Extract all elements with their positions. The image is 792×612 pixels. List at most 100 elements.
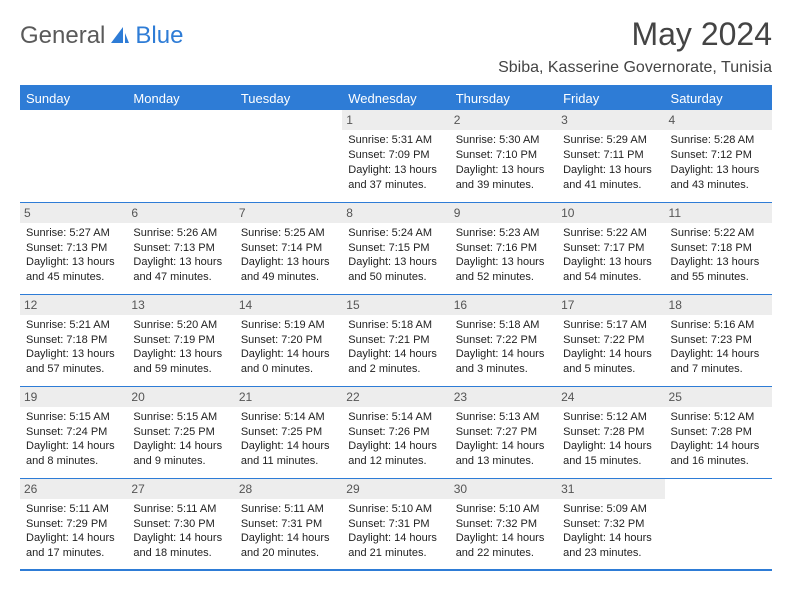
daylight-line: Daylight: 14 hours and 21 minutes. (348, 531, 443, 561)
day-cell: 18Sunrise: 5:16 AMSunset: 7:23 PMDayligh… (665, 294, 772, 386)
day-number: 31 (557, 479, 664, 499)
day-cell (235, 110, 342, 202)
day-cell: 3Sunrise: 5:29 AMSunset: 7:11 PMDaylight… (557, 110, 664, 202)
daylight-line: Daylight: 14 hours and 8 minutes. (26, 439, 121, 469)
day-number: 30 (450, 479, 557, 499)
sunrise-line: Sunrise: 5:10 AM (348, 502, 443, 517)
sunset-line: Sunset: 7:22 PM (563, 333, 658, 348)
day-cell: 12Sunrise: 5:21 AMSunset: 7:18 PMDayligh… (20, 294, 127, 386)
sunrise-line: Sunrise: 5:25 AM (241, 226, 336, 241)
day-number: 5 (20, 203, 127, 223)
day-number: 3 (557, 110, 664, 130)
day-header: Thursday (450, 86, 557, 110)
week-row: 1Sunrise: 5:31 AMSunset: 7:09 PMDaylight… (20, 110, 772, 202)
sunrise-line: Sunrise: 5:11 AM (26, 502, 121, 517)
sunset-line: Sunset: 7:10 PM (456, 148, 551, 163)
sunrise-line: Sunrise: 5:14 AM (241, 410, 336, 425)
day-cell: 25Sunrise: 5:12 AMSunset: 7:28 PMDayligh… (665, 386, 772, 478)
sunset-line: Sunset: 7:18 PM (26, 333, 121, 348)
day-number: 16 (450, 295, 557, 315)
logo-text-1: General (20, 22, 105, 50)
sunset-line: Sunset: 7:09 PM (348, 148, 443, 163)
day-cell: 23Sunrise: 5:13 AMSunset: 7:27 PMDayligh… (450, 386, 557, 478)
sunset-line: Sunset: 7:32 PM (563, 517, 658, 532)
day-number: 29 (342, 479, 449, 499)
day-number: 2 (450, 110, 557, 130)
week-row: 19Sunrise: 5:15 AMSunset: 7:24 PMDayligh… (20, 386, 772, 478)
sunset-line: Sunset: 7:31 PM (241, 517, 336, 532)
sunset-line: Sunset: 7:16 PM (456, 241, 551, 256)
sunset-line: Sunset: 7:25 PM (133, 425, 228, 440)
sunset-line: Sunset: 7:15 PM (348, 241, 443, 256)
month-title: May 2024 (498, 16, 772, 53)
week-row: 26Sunrise: 5:11 AMSunset: 7:29 PMDayligh… (20, 478, 772, 570)
sunrise-line: Sunrise: 5:18 AM (348, 318, 443, 333)
daylight-line: Daylight: 14 hours and 9 minutes. (133, 439, 228, 469)
day-number: 24 (557, 387, 664, 407)
daylight-line: Daylight: 14 hours and 15 minutes. (563, 439, 658, 469)
day-cell: 4Sunrise: 5:28 AMSunset: 7:12 PMDaylight… (665, 110, 772, 202)
day-number: 27 (127, 479, 234, 499)
sunrise-line: Sunrise: 5:13 AM (456, 410, 551, 425)
day-number: 9 (450, 203, 557, 223)
day-cell: 16Sunrise: 5:18 AMSunset: 7:22 PMDayligh… (450, 294, 557, 386)
daylight-line: Daylight: 14 hours and 5 minutes. (563, 347, 658, 377)
day-header: Monday (127, 86, 234, 110)
sunrise-line: Sunrise: 5:10 AM (456, 502, 551, 517)
sunrise-line: Sunrise: 5:27 AM (26, 226, 121, 241)
daylight-line: Daylight: 13 hours and 49 minutes. (241, 255, 336, 285)
daylight-line: Daylight: 14 hours and 23 minutes. (563, 531, 658, 561)
daylight-line: Daylight: 13 hours and 50 minutes. (348, 255, 443, 285)
day-cell (20, 110, 127, 202)
logo-text-2: Blue (135, 22, 183, 50)
daylight-line: Daylight: 14 hours and 18 minutes. (133, 531, 228, 561)
location: Sbiba, Kasserine Governorate, Tunisia (498, 59, 772, 77)
daylight-line: Daylight: 13 hours and 52 minutes. (456, 255, 551, 285)
day-cell: 11Sunrise: 5:22 AMSunset: 7:18 PMDayligh… (665, 202, 772, 294)
day-cell: 8 Sunrise: 5:24 AMSunset: 7:15 PMDaylight… (342, 202, 449, 294)
day-cell: 31Sunrise: 5:09 AMSunset: 7:32 PMDayligh… (557, 478, 664, 570)
sunrise-line: Sunrise: 5:24 AM (348, 226, 443, 241)
sunset-line: Sunset: 7:22 PM (456, 333, 551, 348)
sunrise-line: Sunrise: 5:12 AM (671, 410, 766, 425)
day-cell: 26Sunrise: 5:11 AMSunset: 7:29 PMDayligh… (20, 478, 127, 570)
day-cell (665, 478, 772, 570)
day-cell: 10Sunrise: 5:22 AMSunset: 7:17 PMDayligh… (557, 202, 664, 294)
sunset-line: Sunset: 7:28 PM (671, 425, 766, 440)
day-cell: 17Sunrise: 5:17 AMSunset: 7:22 PMDayligh… (557, 294, 664, 386)
daylight-line: Daylight: 14 hours and 22 minutes. (456, 531, 551, 561)
sunset-line: Sunset: 7:30 PM (133, 517, 228, 532)
sunrise-line: Sunrise: 5:26 AM (133, 226, 228, 241)
day-cell: 24Sunrise: 5:12 AMSunset: 7:28 PMDayligh… (557, 386, 664, 478)
week-row: 12Sunrise: 5:21 AMSunset: 7:18 PMDayligh… (20, 294, 772, 386)
sunset-line: Sunset: 7:21 PM (348, 333, 443, 348)
sunrise-line: Sunrise: 5:30 AM (456, 133, 551, 148)
day-cell: 14Sunrise: 5:19 AMSunset: 7:20 PMDayligh… (235, 294, 342, 386)
day-header: Friday (557, 86, 664, 110)
day-cell: 9Sunrise: 5:23 AMSunset: 7:16 PMDaylight… (450, 202, 557, 294)
daylight-line: Daylight: 14 hours and 20 minutes. (241, 531, 336, 561)
day-number: 6 (127, 203, 234, 223)
sunset-line: Sunset: 7:13 PM (26, 241, 121, 256)
daylight-line: Daylight: 13 hours and 43 minutes. (671, 163, 766, 193)
daylight-line: Daylight: 13 hours and 54 minutes. (563, 255, 658, 285)
day-number: 26 (20, 479, 127, 499)
day-header: Wednesday (342, 86, 449, 110)
day-number: 17 (557, 295, 664, 315)
daylight-line: Daylight: 14 hours and 0 minutes. (241, 347, 336, 377)
sunrise-line: Sunrise: 5:11 AM (241, 502, 336, 517)
sunset-line: Sunset: 7:25 PM (241, 425, 336, 440)
day-number: 14 (235, 295, 342, 315)
daylight-line: Daylight: 13 hours and 55 minutes. (671, 255, 766, 285)
sunset-line: Sunset: 7:11 PM (563, 148, 658, 163)
daylight-line: Daylight: 13 hours and 57 minutes. (26, 347, 121, 377)
daylight-line: Daylight: 14 hours and 17 minutes. (26, 531, 121, 561)
sunset-line: Sunset: 7:28 PM (563, 425, 658, 440)
sunrise-line: Sunrise: 5:29 AM (563, 133, 658, 148)
calendar-page: General Blue May 2024 Sbiba, Kasserine G… (0, 0, 792, 587)
day-cell: 15Sunrise: 5:18 AMSunset: 7:21 PMDayligh… (342, 294, 449, 386)
sunrise-line: Sunrise: 5:21 AM (26, 318, 121, 333)
day-number: 8 (342, 203, 449, 223)
sunset-line: Sunset: 7:13 PM (133, 241, 228, 256)
day-cell: 5Sunrise: 5:27 AMSunset: 7:13 PMDaylight… (20, 202, 127, 294)
